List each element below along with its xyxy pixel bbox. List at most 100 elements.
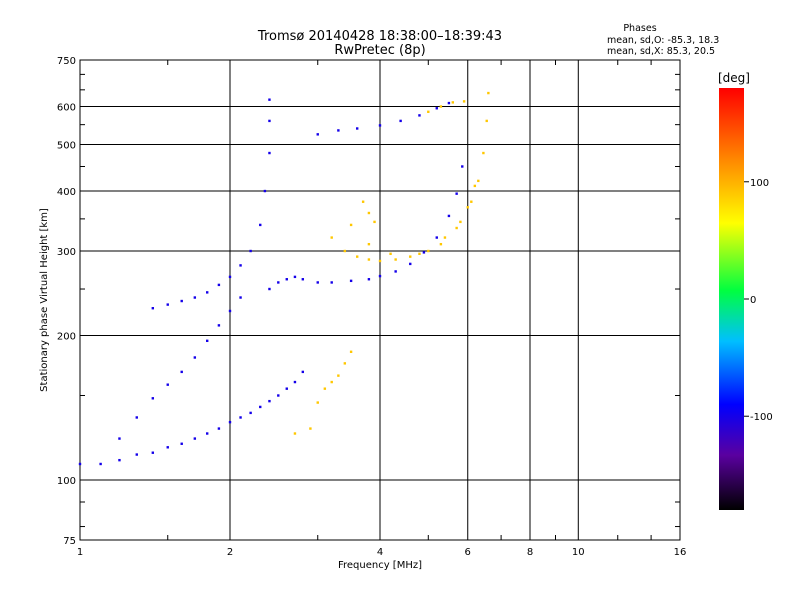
echo-point-o bbox=[399, 119, 402, 123]
echo-point-o bbox=[217, 283, 221, 287]
echo-point-x bbox=[337, 374, 340, 377]
echo-point-x bbox=[373, 220, 376, 224]
echo-point-o bbox=[180, 370, 183, 374]
stats-line-o: mean, sd,O: -85.3, 18.3 bbox=[607, 35, 719, 46]
echo-point-x bbox=[485, 119, 488, 123]
echo-point-o bbox=[447, 101, 451, 105]
echo-point-o bbox=[435, 107, 438, 110]
echo-point-o bbox=[455, 192, 458, 195]
echo-point-x bbox=[378, 259, 382, 263]
echo-point-x bbox=[293, 432, 297, 435]
echo-point-o bbox=[418, 114, 421, 117]
echo-point-o bbox=[447, 214, 451, 218]
echo-point-o bbox=[217, 324, 221, 327]
echo-point-o bbox=[409, 262, 412, 266]
echo-point-x bbox=[470, 200, 473, 203]
echo-point-x bbox=[459, 220, 462, 224]
echo-point-o bbox=[239, 264, 242, 267]
echo-point-o bbox=[193, 356, 197, 359]
colorbar-tick-label: 0 bbox=[750, 295, 756, 306]
echo-point-x bbox=[451, 101, 455, 104]
echo-point-o bbox=[239, 416, 242, 419]
echo-point-x bbox=[323, 387, 327, 390]
echo-point-x bbox=[343, 362, 347, 365]
echo-point-o bbox=[330, 281, 333, 284]
echo-point-o bbox=[422, 251, 426, 254]
echo-point-o bbox=[151, 451, 155, 454]
y-tick-label: 750 bbox=[57, 56, 76, 67]
echo-point-o bbox=[151, 397, 155, 400]
echo-point-o bbox=[378, 124, 382, 127]
stats-line-x: mean, sd,X: 85.3, 20.5 bbox=[607, 46, 715, 57]
echo-point-x bbox=[394, 258, 397, 261]
echo-point-x bbox=[477, 179, 480, 183]
echo-point-o bbox=[285, 278, 288, 281]
x-tick-label: 2 bbox=[227, 547, 233, 558]
echo-point-o bbox=[118, 458, 121, 462]
echo-point-o bbox=[166, 303, 169, 306]
colorbar-ticks: 100 0 -100 bbox=[744, 178, 773, 423]
echo-point-o bbox=[217, 427, 221, 430]
y-tick-label: 100 bbox=[57, 476, 76, 487]
echo-point-o bbox=[166, 446, 169, 449]
echo-point-o bbox=[205, 339, 209, 343]
echo-point-x bbox=[355, 255, 359, 258]
x-tick-label: 8 bbox=[527, 547, 533, 558]
echo-point-o bbox=[249, 411, 252, 415]
echo-point-x bbox=[361, 200, 365, 203]
y-tick-label: 200 bbox=[57, 332, 76, 343]
echo-point-x bbox=[439, 105, 443, 108]
y-axis-label: Stationary phase Virtual Height [km] bbox=[39, 208, 50, 392]
echo-point-o bbox=[337, 129, 340, 132]
echo-point-x bbox=[309, 427, 312, 430]
echo-point-o bbox=[99, 462, 102, 466]
stats-header: Phases bbox=[623, 23, 656, 34]
echo-point-o bbox=[135, 453, 138, 456]
echo-point-x bbox=[473, 184, 477, 188]
x-tick-label: 4 bbox=[377, 547, 383, 558]
echo-point-x bbox=[482, 151, 485, 155]
echo-point-x bbox=[418, 252, 421, 256]
echo-point-o bbox=[259, 405, 262, 409]
data-points bbox=[78, 91, 490, 466]
echo-point-o bbox=[277, 281, 280, 284]
colorbar-label: [deg] bbox=[718, 71, 750, 85]
echo-point-o bbox=[193, 437, 197, 440]
echo-point-x bbox=[455, 226, 458, 230]
echo-point-o bbox=[293, 275, 297, 279]
echo-point-o bbox=[301, 278, 305, 281]
echo-point-o bbox=[349, 279, 353, 283]
echo-point-x bbox=[439, 242, 443, 246]
echo-point-x bbox=[349, 350, 353, 353]
grid-lines bbox=[80, 60, 680, 540]
echo-point-o bbox=[435, 236, 438, 239]
echo-point-x bbox=[367, 242, 371, 246]
echo-point-o bbox=[394, 270, 397, 273]
echo-point-o bbox=[285, 387, 288, 390]
echo-point-o bbox=[78, 462, 82, 466]
echo-point-o bbox=[228, 309, 232, 313]
echo-point-x bbox=[427, 249, 430, 253]
x-tick-label: 1 bbox=[77, 547, 83, 558]
echo-point-x bbox=[367, 258, 371, 261]
echo-point-o bbox=[205, 291, 209, 294]
y-tick-label: 400 bbox=[57, 187, 76, 198]
echo-point-x bbox=[462, 100, 466, 103]
echo-point-x bbox=[427, 110, 430, 113]
echo-point-x bbox=[389, 252, 392, 256]
echo-point-o bbox=[228, 275, 232, 279]
echo-point-o bbox=[228, 420, 232, 424]
echo-point-x bbox=[330, 380, 333, 384]
echo-point-o bbox=[461, 165, 464, 168]
echo-point-o bbox=[180, 442, 183, 445]
echo-point-o bbox=[259, 223, 262, 227]
echo-point-o bbox=[263, 189, 267, 193]
echo-point-o bbox=[205, 432, 209, 435]
echo-point-o bbox=[268, 98, 271, 101]
y-tick-label: 75 bbox=[63, 536, 76, 547]
echo-point-o bbox=[378, 274, 382, 278]
echo-point-o bbox=[293, 380, 297, 384]
echo-point-o bbox=[151, 307, 155, 310]
